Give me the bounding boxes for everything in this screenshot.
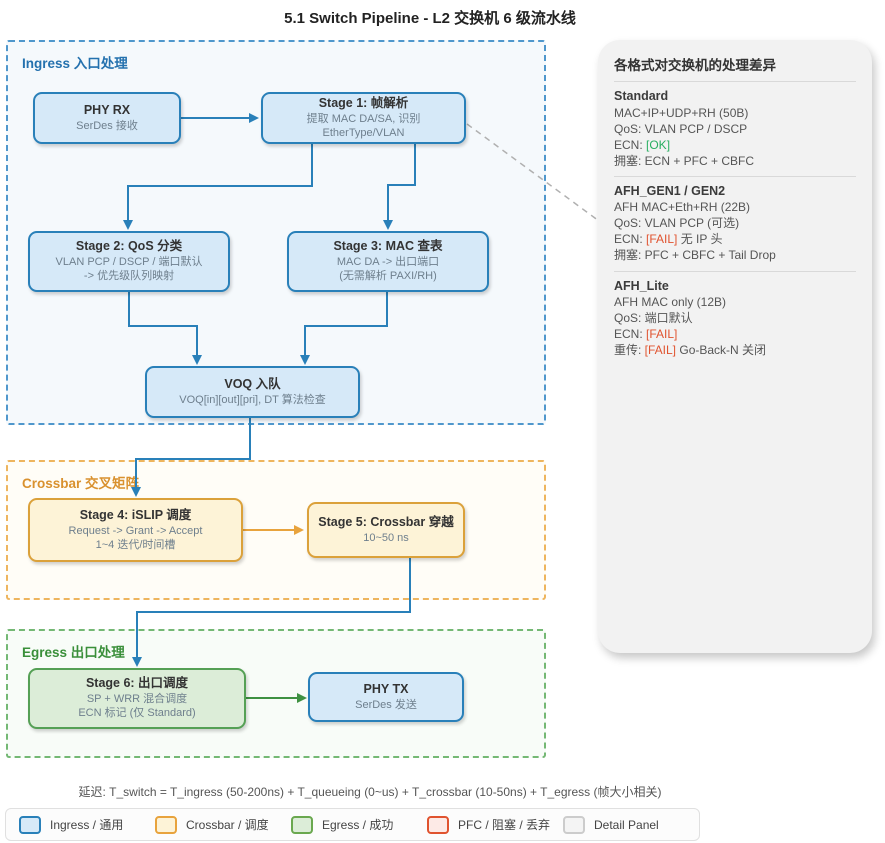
divider [614, 81, 856, 82]
panel-line: 拥塞: PFC + CBFC + Tail Drop [614, 248, 776, 263]
legend-items: Ingress / 通用 Crossbar / 调度 Egress / 成功 PFC … [19, 815, 699, 834]
detail-panel-sections: Standard MAC+IP+UDP+RH (50B) QoS: VLAN PCP… [614, 89, 856, 358]
node-subtitle: (无需解析 PAXI/RH) [339, 270, 437, 283]
detail-panel-title: 各格式对交换机的处理差异 [614, 58, 776, 73]
section-crossbar-label: Crossbar 交叉矩阵 [22, 476, 140, 491]
node-subtitle: 提取 MAC DA/SA, 识别 EtherType/VLAN [306, 112, 421, 139]
panel-line: QoS: VLAN PCP (可选) [614, 216, 740, 231]
panel-line: AFH MAC only (12B) [614, 295, 727, 310]
legend-swatch [19, 815, 41, 834]
legend-swatch [291, 815, 313, 834]
legend: Ingress / 通用 Crossbar / 调度 Egress / 成功 PFC … [5, 808, 700, 841]
node-subtitle: SerDes 发送 [355, 698, 417, 711]
status-badge: [FAIL] [646, 232, 678, 247]
panel-line: MAC+IP+UDP+RH (50B) [614, 105, 749, 120]
legend-label: Crossbar / 调度 [186, 818, 269, 832]
legend-item: Ingress / 通用 [19, 815, 155, 834]
legend-item: PFC / 阻塞 / 丢弃 [427, 815, 563, 834]
node-stage6-egress-sched: Stage 6: 出口调度 SP + WRR 混合调度 ECN 标记 (仅 St… [28, 668, 246, 729]
status-badge: [FAIL] [644, 343, 677, 358]
node-title: Stage 3: MAC 查表 [333, 239, 443, 254]
node-subtitle: Request -> Grant -> Accept [68, 524, 203, 537]
panel-group-heading: AFH_GEN1 / GEN2 [614, 183, 726, 198]
legend-label: Ingress / 通用 [50, 818, 124, 832]
legend-item: Detail Panel [563, 815, 699, 834]
status-badge: [OK] [646, 137, 671, 152]
detail-panel: 各格式对交换机的处理差异 Standard MAC+IP+UDP+RH (50B)… [598, 40, 872, 653]
node-title: Stage 6: 出口调度 [85, 676, 189, 691]
divider [614, 270, 856, 272]
node-stage1-parse: Stage 1: 帧解析 提取 MAC DA/SA, 识别 EtherType/… [261, 92, 466, 144]
node-stage2-qos: Stage 2: QoS 分类 VLAN PCP / DSCP / 端口默认 -… [28, 231, 230, 292]
node-subtitle: 1~4 迭代/时间槽 [95, 538, 176, 551]
legend-swatch [155, 815, 177, 834]
node-title: PHY TX [363, 682, 409, 697]
panel-line: QoS: VLAN PCP / DSCP [614, 121, 748, 136]
node-stage5-crossbar: Stage 5: Crossbar 穿越 10~50 ns [307, 502, 465, 558]
panel-line: 拥塞: ECN + PFC + CBFC [614, 153, 755, 168]
node-subtitle: SP + WRR 混合调度 [86, 693, 188, 706]
divider [614, 175, 856, 177]
section-egress-label: Egress 出口处理 [22, 645, 125, 660]
panel-line: QoS: 端口默认 [614, 311, 693, 326]
legend-item: Egress / 成功 [291, 815, 427, 834]
node-subtitle: VOQ[in][out][pri], DT 算法检查 [179, 393, 326, 406]
panel-group-heading: Standard [614, 89, 669, 103]
panel-line: ECN: [OK] [614, 137, 671, 152]
legend-label: Egress / 成功 [322, 818, 394, 832]
node-subtitle: ECN 标记 (仅 Standard) [78, 707, 196, 720]
node-title: PHY RX [83, 103, 131, 118]
node-title: Stage 2: QoS 分类 [75, 239, 183, 254]
page-title: 5.1 Switch Pipeline - L2 交换机 6 级流水线 [284, 10, 576, 27]
legend-label: Detail Panel [594, 817, 659, 832]
node-subtitle: -> 优先级队列映射 [83, 270, 175, 283]
node-title: Stage 4: iSLIP 调度 [79, 507, 192, 522]
panel-group-heading: AFH_Lite [614, 278, 669, 293]
node-stage3-mac-lookup: Stage 3: MAC 查表 MAC DA -> 出口端口 (无需解析 PAX… [287, 231, 489, 292]
panel-group: Standard MAC+IP+UDP+RH (50B) QoS: VLAN PCP… [614, 89, 856, 169]
panel-line: AFH MAC+Eth+RH (22B) [614, 200, 751, 215]
latency-note: 延迟: T_switch = T_ingress (50-200ns) + T_… [78, 785, 662, 799]
node-voq-enqueue: VOQ 入队 VOQ[in][out][pri], DT 算法检查 [145, 366, 360, 418]
node-title: Stage 1: 帧解析 [318, 95, 409, 110]
status-badge: [FAIL] [646, 327, 678, 342]
node-phy-rx: PHY RX SerDes 接收 [33, 92, 181, 144]
legend-item: Crossbar / 调度 [155, 815, 291, 834]
section-ingress-label: Ingress 入口处理 [22, 56, 128, 71]
panel-line: ECN: [FAIL] 无 IP 头 [614, 232, 723, 247]
legend-label: PFC / 阻塞 / 丢弃 [458, 818, 551, 832]
panel-line: 重传: [FAIL] Go-Back-N 关闭 [614, 343, 767, 358]
node-subtitle: VLAN PCP / DSCP / 端口默认 [55, 256, 203, 269]
node-stage4-islip: Stage 4: iSLIP 调度 Request -> Grant -> Ac… [28, 498, 243, 562]
panel-line: ECN: [FAIL] [614, 327, 678, 342]
panel-group: AFH_GEN1 / GEN2 AFH MAC+Eth+RH (22B) QoS: … [614, 184, 856, 264]
node-title: VOQ 入队 [224, 377, 281, 392]
node-phy-tx: PHY TX SerDes 发送 [308, 672, 464, 722]
node-subtitle: SerDes 接收 [76, 119, 138, 132]
legend-swatch [563, 815, 585, 834]
node-subtitle: 10~50 ns [363, 531, 409, 544]
node-subtitle: MAC DA -> 出口端口 [336, 256, 440, 269]
panel-group: AFH_Lite AFH MAC only (12B) QoS: 端口默认 ECN: … [614, 279, 856, 359]
node-title: Stage 5: Crossbar 穿越 [318, 515, 454, 530]
legend-swatch [427, 815, 449, 834]
